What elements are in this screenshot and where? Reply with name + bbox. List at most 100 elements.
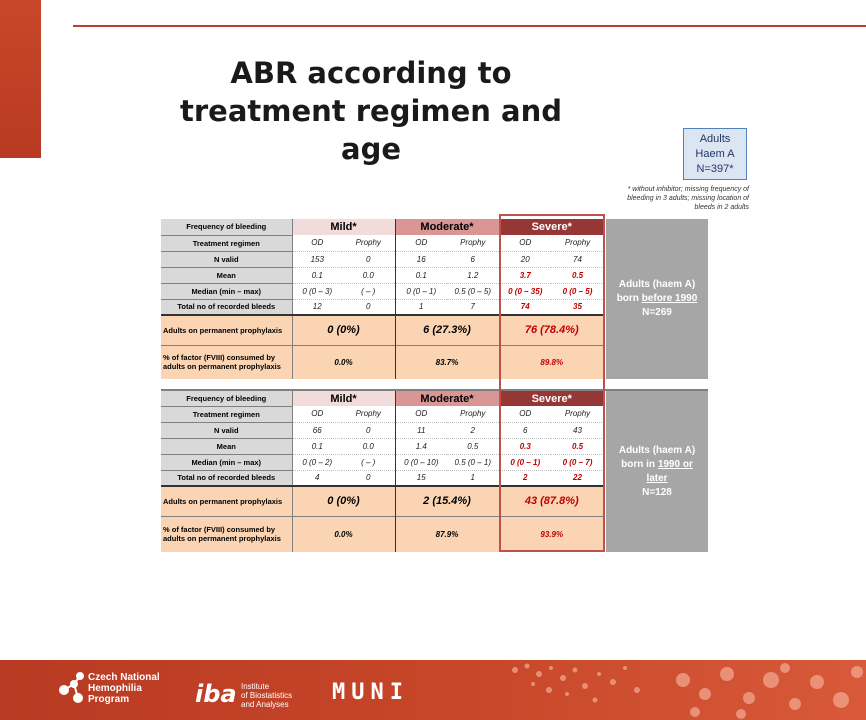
cohort-line: N=128 [642, 486, 672, 498]
dot-pattern-decoration [512, 663, 863, 719]
iba-line: of Biostatistics [241, 691, 293, 700]
cell: OD [498, 235, 551, 252]
cnhp-line: Czech National [88, 672, 160, 683]
footer-band [0, 660, 866, 720]
cell: 0.5 [551, 267, 605, 284]
left-accent-bar [0, 0, 41, 158]
badge-line: N=397* [696, 163, 734, 175]
cohort-text: born [616, 293, 642, 304]
cell: 2 [498, 470, 551, 487]
cell: OD [498, 406, 551, 423]
iba-line: Institute [241, 682, 270, 691]
cohort-line: later [608, 472, 706, 486]
cell: 1.2 [447, 267, 499, 284]
prophylaxis-label: Adults on permanent prophylaxis [161, 315, 293, 345]
cell: 0.5 [551, 438, 605, 455]
cohort-label-before-1990: Adults (haem A) born before 1990 N=269 [604, 219, 708, 379]
cell: 6 [447, 251, 499, 268]
cell: 4 [292, 470, 342, 487]
cell: 0.0 [342, 438, 395, 455]
cohort-line: born before 1990 [608, 292, 706, 306]
cnhp-line: Program [88, 694, 130, 705]
mean-label: Mean [161, 267, 293, 284]
cell: 1 [394, 299, 447, 316]
cell: Prophy [342, 235, 395, 252]
muni-logo: MUNI [332, 680, 409, 705]
cell: 0 (0 – 7) [551, 454, 605, 471]
factor-moderate: 87.9% [394, 515, 499, 552]
cell: 0 (0 – 35) [498, 283, 551, 300]
n-valid-label: N valid [161, 251, 293, 268]
badge-line: Haem A [695, 148, 735, 160]
cohort-text: born in [621, 458, 658, 470]
factor-mild: 0.0% [292, 344, 395, 379]
cell: 0 [342, 299, 395, 316]
cell: 1 [447, 470, 499, 487]
cell: 0 (0 – 1) [394, 283, 447, 300]
cell: 3.7 [498, 267, 551, 284]
cohort-line: Adults (haem A) [618, 444, 696, 456]
cell: 0.5 (0 – 1) [447, 454, 499, 471]
cell: 35 [551, 299, 605, 316]
badge-line: Adults [699, 133, 731, 145]
footnote: * without inhibitor; missing frequency o… [627, 186, 749, 211]
median-label: Median (min – max) [161, 283, 293, 300]
abr-table-1990-or-later: Frequency of bleeding Mild* Moderate* Se… [161, 389, 708, 552]
cell: 12 [292, 299, 342, 316]
cell: 0.1 [292, 267, 342, 284]
cell: 0 [342, 470, 395, 487]
cell: 16 [394, 251, 447, 268]
cell: 7 [447, 299, 499, 316]
cell: 6 [498, 422, 551, 439]
prophylaxis-severe: 76 (78.4%) [498, 315, 605, 345]
factor-severe: 93.9% [498, 515, 605, 552]
cohort-line: born in 1990 or [608, 458, 706, 472]
cell: OD [292, 406, 342, 423]
prophylaxis-moderate: 2 (15.4%) [394, 486, 499, 516]
cell: 15 [394, 470, 447, 487]
cnhp-logo: Czech National Hemophilia Program [58, 672, 168, 716]
cell: ( – ) [342, 283, 395, 300]
header-mild: Mild* [292, 389, 395, 406]
header-severe: Severe* [498, 389, 605, 406]
cell: 0.1 [394, 267, 447, 284]
cell: 0 [342, 422, 395, 439]
top-divider [73, 25, 866, 27]
factor-label: % of factor (FVIII) consumed by adults o… [161, 515, 293, 552]
factor-severe: 89.8% [498, 344, 605, 379]
page-title: ABR according to treatment regimen and a… [179, 56, 563, 166]
cell: 0 (0 – 1) [498, 454, 551, 471]
cohort-underlined: later [646, 472, 668, 484]
prophylaxis-mild: 0 (0%) [292, 486, 395, 516]
cell: Prophy [551, 235, 605, 252]
cell: ( – ) [342, 454, 395, 471]
cell: Prophy [342, 406, 395, 423]
cell: 0.1 [292, 438, 342, 455]
n-valid-label: N valid [161, 422, 293, 439]
regimen-label: Treatment regimen [161, 406, 293, 423]
header-severe: Severe* [498, 219, 605, 235]
cell: 22 [551, 470, 605, 487]
prophylaxis-moderate: 6 (27.3%) [394, 315, 499, 345]
cell: 43 [551, 422, 605, 439]
cell: 20 [498, 251, 551, 268]
cohort-underlined: 1990 or [657, 458, 693, 470]
cohort-label-1990-or-later: Adults (haem A) born in 1990 or later N=… [604, 389, 708, 552]
total-bleeds-label: Total no of recorded bleeds [161, 470, 293, 487]
cell: 0 (0 – 3) [292, 283, 342, 300]
factor-moderate: 83.7% [394, 344, 499, 379]
factor-label: % of factor (FVIII) consumed by adults o… [161, 344, 293, 379]
cohort-line: Adults (haem A) [618, 279, 696, 290]
header-moderate: Moderate* [394, 389, 499, 406]
prophylaxis-mild: 0 (0%) [292, 315, 395, 345]
severity-header-label: Frequency of bleeding [161, 219, 293, 236]
cohort-underlined: before 1990 [641, 293, 698, 304]
cell: Prophy [551, 406, 605, 423]
cohort-line: N=269 [642, 307, 672, 318]
median-label: Median (min – max) [161, 454, 293, 471]
abr-table-before-1990: Frequency of bleeding Mild* Moderate* Se… [161, 219, 708, 379]
iba-mark: iba [195, 680, 237, 708]
cell: 153 [292, 251, 342, 268]
factor-mild: 0.0% [292, 515, 395, 552]
regimen-label: Treatment regimen [161, 235, 293, 252]
